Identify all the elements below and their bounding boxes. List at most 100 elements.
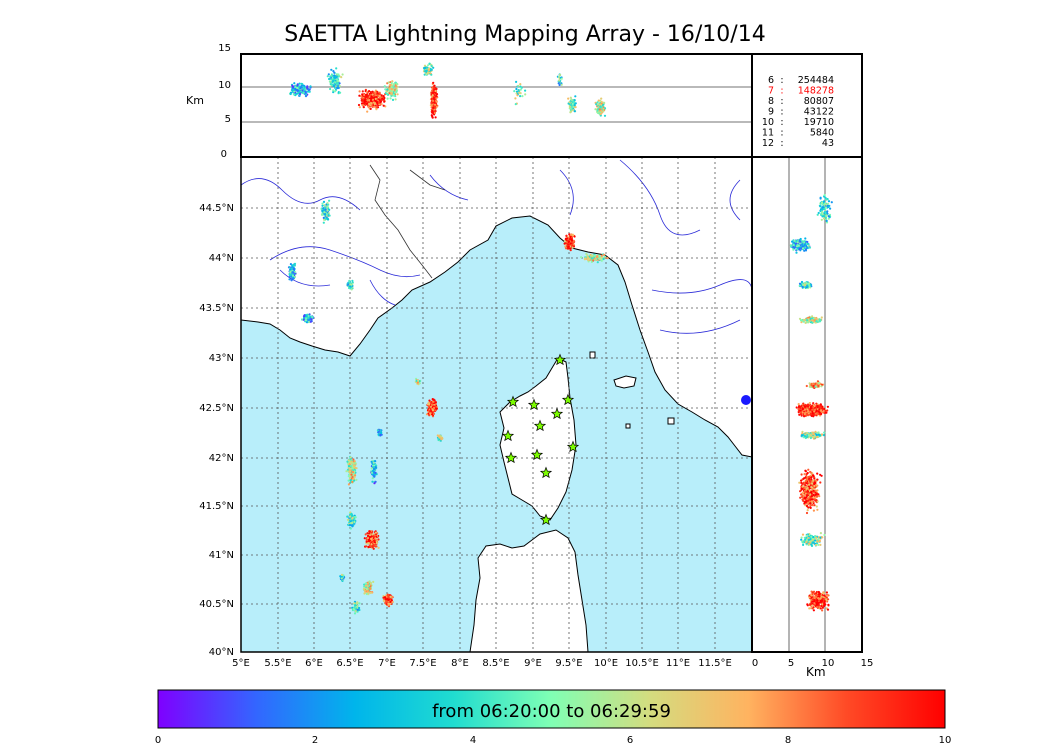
lightning-source bbox=[360, 95, 363, 98]
lightning-source bbox=[426, 64, 430, 67]
altitude-lat-panel[interactable] bbox=[752, 157, 862, 652]
lightning-source bbox=[826, 409, 829, 412]
location-marker bbox=[741, 395, 751, 405]
lightning-source bbox=[432, 91, 435, 95]
lightning-source bbox=[380, 99, 383, 102]
lightning-source bbox=[812, 535, 815, 539]
lightning-source bbox=[515, 90, 519, 93]
lightning-source bbox=[288, 266, 291, 269]
lightning-source bbox=[372, 101, 375, 104]
legend-sep: : bbox=[780, 75, 783, 86]
lightning-source bbox=[340, 76, 343, 79]
lightning-source bbox=[805, 487, 808, 490]
lightning-source bbox=[372, 547, 375, 550]
lightning-source bbox=[808, 542, 811, 545]
lightning-source bbox=[358, 94, 361, 97]
lightning-source bbox=[430, 68, 433, 71]
lightning-source bbox=[332, 70, 335, 73]
lightning-source bbox=[382, 95, 385, 98]
lightning-source bbox=[519, 95, 522, 98]
lightning-source bbox=[427, 69, 430, 72]
lightning-source bbox=[812, 493, 815, 497]
lightning-source bbox=[808, 401, 811, 405]
lightning-source bbox=[354, 604, 357, 607]
lightning-source bbox=[365, 588, 368, 591]
lightning-source bbox=[366, 585, 369, 588]
lightning-source bbox=[571, 234, 574, 237]
lightning-source bbox=[374, 97, 377, 100]
lightning-source bbox=[515, 92, 518, 95]
lightning-sources-side bbox=[789, 194, 833, 612]
lightning-source bbox=[361, 93, 364, 96]
lightning-source bbox=[389, 83, 392, 87]
lightning-source bbox=[395, 89, 398, 92]
lightning-source bbox=[809, 471, 812, 474]
lightning-source bbox=[336, 82, 339, 85]
lightning-source bbox=[812, 504, 815, 507]
station-star-icon bbox=[539, 513, 553, 526]
legend-sep: : bbox=[780, 117, 783, 128]
borders bbox=[369, 164, 446, 279]
station-star-icon bbox=[566, 440, 580, 453]
lightning-source bbox=[394, 81, 397, 84]
lightning-source bbox=[598, 255, 601, 258]
lightning-source bbox=[387, 602, 390, 605]
small-island bbox=[667, 417, 675, 425]
lightning-source bbox=[513, 90, 516, 93]
lightning-source bbox=[810, 434, 813, 437]
lightning-source bbox=[812, 479, 815, 482]
lightning-source bbox=[368, 102, 371, 105]
lightning-source bbox=[347, 475, 350, 478]
lightning-source bbox=[804, 436, 807, 440]
lma-stations bbox=[501, 353, 580, 526]
lightning-source bbox=[804, 469, 807, 472]
lightning-source bbox=[351, 475, 354, 479]
lightning-source bbox=[372, 461, 375, 464]
lightning-source bbox=[804, 404, 807, 407]
lightning-source bbox=[430, 64, 433, 68]
lightning-source bbox=[592, 256, 595, 259]
lightning-source bbox=[377, 538, 380, 541]
lightning-source bbox=[805, 478, 809, 481]
lightning-source bbox=[520, 86, 523, 89]
lightning-source bbox=[364, 584, 367, 587]
lightning-source bbox=[810, 498, 813, 501]
lightning-source bbox=[370, 537, 373, 541]
station-star-icon bbox=[539, 466, 553, 479]
lightning-source bbox=[807, 468, 810, 471]
lightning-source bbox=[347, 465, 351, 468]
lightning-source bbox=[809, 413, 813, 416]
lightning-source bbox=[813, 485, 816, 488]
lightning-source bbox=[388, 87, 391, 90]
lightning-source bbox=[387, 596, 390, 599]
lightning-source bbox=[435, 95, 438, 98]
lightning-source bbox=[800, 487, 803, 490]
lightning-source bbox=[596, 103, 599, 106]
lightning-source bbox=[802, 402, 805, 405]
lightning-source bbox=[363, 537, 366, 540]
lightning-source bbox=[423, 73, 426, 76]
lightning-source bbox=[330, 68, 333, 71]
lightning-source bbox=[812, 402, 815, 405]
lightning-source bbox=[367, 105, 370, 108]
lightning-source bbox=[346, 468, 350, 471]
lightning-source bbox=[440, 438, 443, 441]
lightning-source bbox=[808, 538, 811, 541]
lightning-source bbox=[328, 199, 331, 202]
lightning-source bbox=[374, 545, 377, 548]
lightning-source bbox=[373, 467, 376, 470]
lightning-source bbox=[290, 279, 293, 282]
lightning-source bbox=[812, 431, 815, 434]
small-island bbox=[589, 351, 596, 359]
lightning-source bbox=[349, 524, 352, 527]
lightning-source bbox=[606, 257, 609, 260]
lightning-source bbox=[594, 257, 597, 260]
legend-sep: : bbox=[780, 107, 783, 118]
lightning-source bbox=[330, 81, 333, 84]
lightning-source bbox=[433, 101, 436, 104]
lightning-source bbox=[596, 109, 599, 112]
map-panel[interactable] bbox=[241, 157, 752, 652]
altitude-lon-panel[interactable] bbox=[241, 54, 752, 157]
small-island bbox=[625, 423, 631, 429]
lightning-source bbox=[374, 460, 377, 463]
